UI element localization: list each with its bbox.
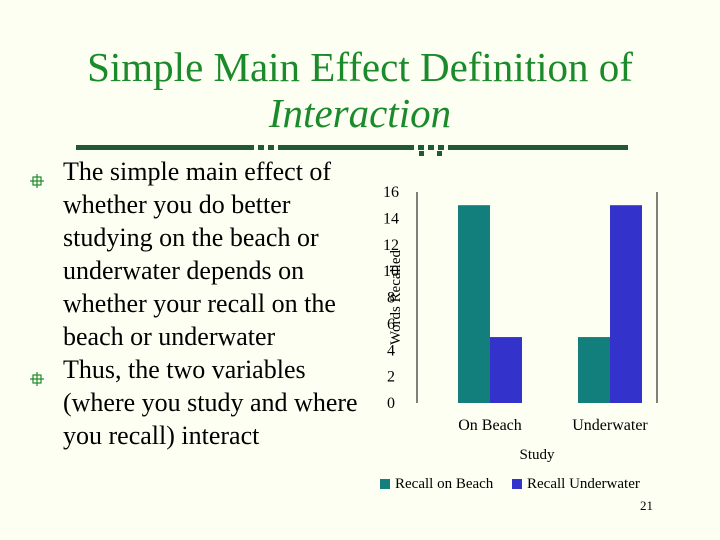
bar — [578, 337, 610, 403]
bullet-text: Thus, the two variables (where you study… — [63, 355, 358, 450]
y-tick-label: 12 — [383, 237, 399, 254]
title-line-2: Interaction — [268, 90, 452, 136]
x-tick-label: On Beach — [458, 417, 522, 434]
y-tick-label: 16 — [383, 184, 399, 201]
legend-swatch — [380, 479, 390, 489]
bar — [458, 205, 490, 403]
y-axis-label: Words Recalled — [388, 249, 404, 345]
title-line-1: Simple Main Effect Definition of — [87, 44, 633, 90]
legend-swatch — [512, 479, 522, 489]
bullet-text: The simple main effect of whether you do… — [63, 157, 336, 351]
page-number: 21 — [640, 498, 653, 513]
x-axis-label: Study — [519, 447, 555, 463]
y-tick-label: 0 — [387, 395, 395, 412]
y-tick-label: 10 — [383, 263, 399, 280]
y-tick-label: 6 — [387, 316, 395, 333]
bullet-item: Thus, the two variables (where you study… — [30, 353, 360, 452]
x-tick-label: Underwater — [572, 417, 648, 434]
legend-label: Recall on Beach — [395, 476, 494, 492]
legend-label: Recall Underwater — [527, 476, 640, 492]
y-tick-label: 4 — [387, 342, 395, 359]
title-divider — [76, 145, 628, 156]
bullet-item: The simple main effect of whether you do… — [30, 155, 360, 353]
y-tick-label: 14 — [383, 210, 399, 227]
bullet-icon — [30, 155, 63, 353]
bar — [610, 205, 642, 403]
y-tick-label: 2 — [387, 369, 395, 386]
bar — [490, 337, 522, 403]
bullet-list: The simple main effect of whether you do… — [30, 155, 360, 452]
bullet-icon — [30, 353, 63, 452]
slide-title: Simple Main Effect Definition of Interac… — [40, 44, 680, 136]
bar-chart: 0 2 4 6 8 10 12 14 16 Words Recalled On Beach Under… — [380, 184, 658, 492]
y-tick-label: 8 — [387, 290, 395, 307]
